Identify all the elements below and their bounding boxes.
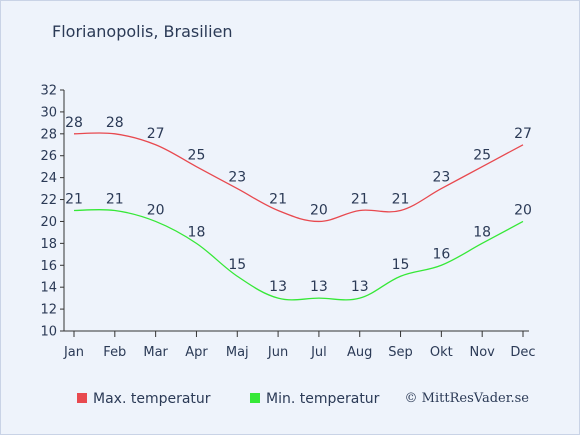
y-tick-label: 32 [40,84,57,99]
x-tick-label: Maj [226,345,249,360]
data-label-max: 28 [106,115,124,131]
x-tick-label: Feb [103,345,126,360]
legend-label-min: Min. temperatur [266,391,380,407]
legend: Max. temperatur Min. temperatur [77,391,380,407]
legend-label-max: Max. temperatur [93,391,211,407]
legend-swatch-min [250,393,260,403]
y-tick-label: 14 [40,281,57,296]
data-label-min: 15 [228,257,246,273]
series-line-max [73,132,524,223]
x-tick-label: Dec [510,345,535,360]
chart-title: Florianopolis, Brasilien [52,22,233,41]
axes: 10 12 14 16 18 20 22 24 26 28 30 32 Jan Feb Mar Apr Maj J… [40,84,535,361]
y-tick-label: 22 [40,193,57,208]
x-tick-label: Nov [469,345,495,360]
series-layer [73,132,524,301]
data-label-min: 20 [147,202,165,218]
data-label-max: 25 [188,148,206,164]
y-tick-label: 16 [40,259,57,274]
copyright-text: © MittResVader.se [405,391,530,406]
data-label-max: 21 [351,192,369,208]
y-tick-label: 12 [40,303,57,318]
x-tick-label: Jun [267,345,288,360]
y-tick-label: 20 [40,215,57,230]
data-label-min: 21 [65,192,83,208]
series-line-min [73,208,524,301]
data-label-min: 21 [106,192,124,208]
data-label-max: 25 [473,148,491,164]
data-label-max: 20 [310,202,328,218]
x-tick-label: Aug [347,345,372,360]
data-labels: 28 28 27 25 23 21 20 21 21 23 25 27 21 21 20 18 15 13 13 13… [65,115,532,295]
x-tick-label: Jul [310,345,327,360]
data-label-min: 13 [351,279,369,295]
data-label-max: 27 [147,126,165,142]
data-label-max: 21 [269,192,287,208]
y-tick-label: 18 [40,237,57,252]
y-tick-label: 10 [40,325,57,340]
data-label-min: 20 [514,202,532,218]
x-tick-label: Sep [388,345,413,360]
data-label-min: 16 [432,246,450,262]
data-label-min: 15 [392,257,410,273]
y-tick-label: 24 [40,171,57,186]
data-label-min: 13 [269,279,287,295]
data-label-min: 18 [473,224,491,240]
data-label-max: 27 [514,126,532,142]
y-tick-label: 26 [40,149,57,164]
data-label-min: 13 [310,279,328,295]
data-label-max: 23 [228,170,246,186]
x-tick-label: Jan [63,345,84,360]
y-tick-label: 28 [40,127,57,142]
data-label-max: 23 [432,170,450,186]
y-tick-label: 30 [40,105,57,120]
x-tick-label: Apr [185,345,208,360]
x-tick-label: Mar [143,345,168,360]
legend-swatch-max [77,393,87,403]
x-tick-label: Okt [430,345,453,360]
data-label-max: 21 [392,192,410,208]
data-label-max: 28 [65,115,83,131]
data-label-min: 18 [188,224,206,240]
